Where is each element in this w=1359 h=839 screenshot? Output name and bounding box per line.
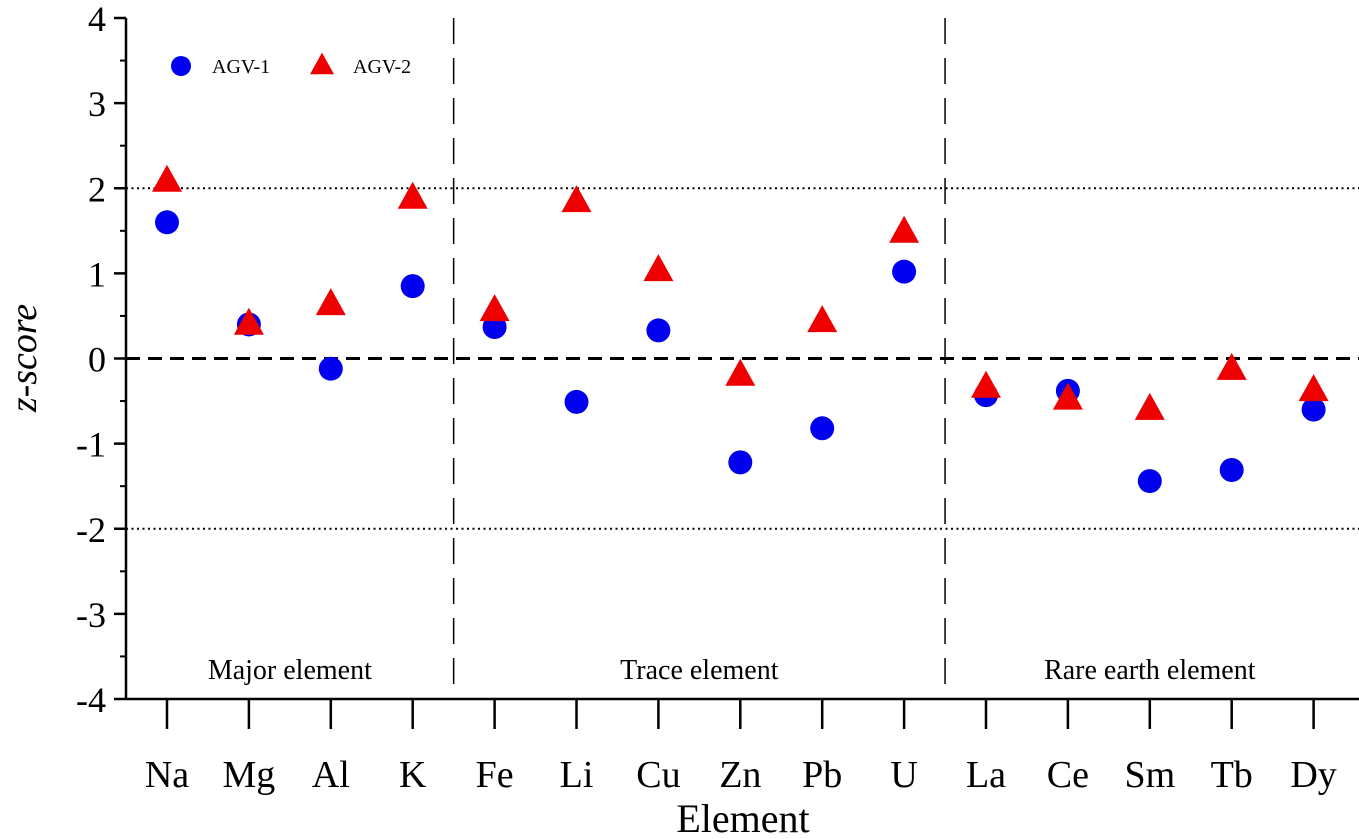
data-point-agv1: [155, 210, 179, 235]
group-dividers: Major element Trace element Rare earth ele…: [208, 18, 1256, 699]
data-point-agv1: [810, 416, 835, 441]
data-point-agv1: [728, 450, 753, 475]
data-point-agv2: [889, 215, 920, 243]
x-tick-label: Ce: [1047, 754, 1089, 796]
data-point-agv1: [1137, 469, 1162, 494]
data-point-agv2: [233, 307, 264, 335]
data-point-agv2: [315, 288, 346, 316]
x-tick-label: Fe: [476, 754, 514, 796]
y-tick-label: 1: [88, 254, 106, 294]
x-tick-label: La: [966, 754, 1006, 796]
data-point-agv2: [561, 185, 592, 213]
y-tick-label: -1: [76, 425, 106, 465]
x-tick-label: Li: [560, 754, 594, 796]
y-axis-label: z-score: [3, 304, 45, 413]
x-tick-label: Na: [145, 754, 189, 796]
x-tick-label: K: [399, 754, 427, 796]
data-marks: [152, 164, 1329, 494]
data-point-agv1: [646, 318, 671, 343]
legend-label: AGV-1: [212, 56, 270, 78]
data-point-agv2: [971, 370, 1001, 398]
reference-lines: [126, 187, 1359, 530]
data-point-agv2: [397, 181, 428, 209]
legend-marker-agv2: [310, 52, 334, 75]
x-tick-label: Mg: [223, 754, 276, 796]
data-point-agv1: [400, 274, 425, 299]
x-tick-label: Pb: [802, 754, 842, 796]
data-point-agv2: [1298, 374, 1329, 402]
x-tick-label: U: [890, 754, 917, 796]
legend-marker-agv1: [171, 56, 191, 76]
data-point-agv1: [318, 356, 343, 381]
y-tick-label: 0: [88, 340, 106, 380]
legend-label: AGV-2: [353, 56, 411, 78]
legend: AGV-1 AGV-2: [171, 52, 411, 78]
y-tick-label: 2: [88, 169, 106, 209]
data-point-agv2: [807, 305, 838, 333]
group-label: Rare earth element: [1044, 655, 1256, 686]
x-axis-label: Element: [676, 796, 809, 839]
data-point-agv1: [564, 389, 589, 414]
y-tick-label: 3: [88, 84, 106, 124]
data-point-agv2: [1134, 392, 1165, 420]
x-tick-label: Zn: [719, 754, 761, 796]
x-tick-label: Tb: [1211, 754, 1253, 796]
x-tick-label: Sm: [1124, 754, 1175, 796]
x-tick-label: Dy: [1290, 754, 1336, 796]
data-point-agv2: [479, 294, 510, 322]
y-tick-label: -4: [76, 680, 106, 720]
data-point-agv2: [1216, 352, 1247, 380]
data-point-agv2: [725, 358, 756, 386]
group-label: Trace element: [620, 655, 779, 686]
data-point-agv1: [1219, 458, 1244, 483]
group-label: Major element: [208, 655, 372, 686]
y-tick-label: -3: [76, 595, 106, 635]
x-tick-label: Cu: [636, 754, 680, 796]
x-tick-label: Al: [312, 754, 350, 796]
data-point-agv2: [152, 164, 182, 192]
data-point-agv2: [1052, 382, 1083, 410]
data-point-agv1: [1301, 397, 1326, 422]
data-point-agv1: [892, 259, 917, 284]
data-point-agv2: [643, 254, 674, 282]
y-tick-label: 4: [88, 0, 106, 39]
y-tick-label: -2: [76, 510, 106, 550]
axes: -4 -3 -2 -1 0 1 2 3 4 Na Mg Al K Fe Li Cu Zn Pb U La Ce Sm Tb D…: [76, 0, 1359, 796]
